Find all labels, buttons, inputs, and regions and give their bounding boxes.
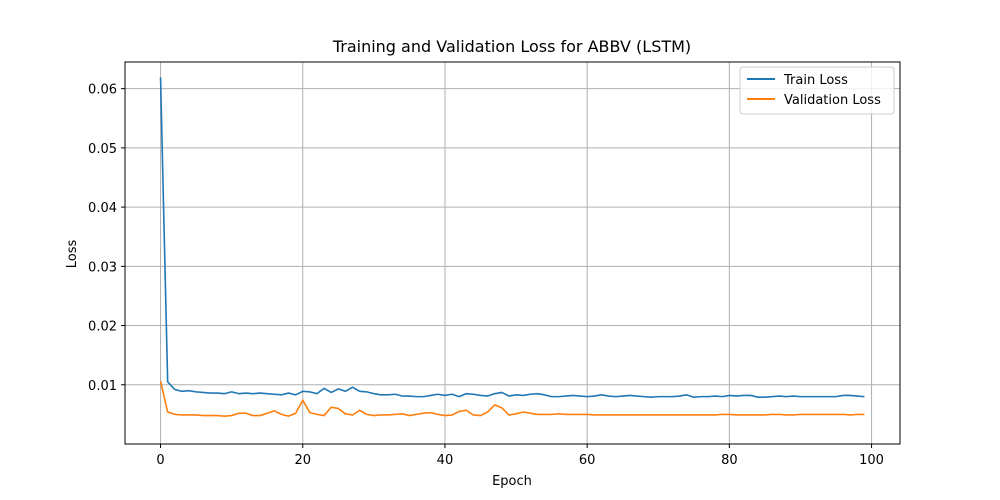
axis-ticks: 0 20 40 60 80 100 0.01 0.02 0.03 0.04 0.05 0.06 bbox=[88, 83, 884, 468]
y-tick-label: 0.04 bbox=[88, 201, 117, 216]
legend-validation-loss-label: Validation Loss bbox=[784, 93, 881, 108]
x-tick-label: 20 bbox=[294, 453, 311, 468]
grid bbox=[125, 62, 900, 444]
train-loss-line bbox=[159, 77, 865, 399]
x-tick-label: 100 bbox=[859, 453, 884, 468]
y-tick-label: 0.06 bbox=[88, 83, 117, 98]
chart-title: Training and Validation Loss for ABBV (L… bbox=[332, 37, 691, 56]
x-tick-label: 80 bbox=[721, 453, 738, 468]
series-lines bbox=[159, 77, 865, 417]
plot-frame bbox=[124, 61, 901, 445]
x-tick-label: 60 bbox=[579, 453, 596, 468]
legend-train-loss-label: Train Loss bbox=[783, 73, 848, 88]
x-tick-label: 40 bbox=[437, 453, 454, 468]
y-axis-label: Loss bbox=[65, 240, 80, 269]
y-tick-label: 0.03 bbox=[88, 260, 117, 275]
x-axis-label: Epoch bbox=[492, 474, 532, 489]
validation-loss-line bbox=[159, 381, 865, 417]
legend-box bbox=[739, 66, 895, 115]
y-tick-label: 0.05 bbox=[88, 142, 117, 157]
x-tick-label: 0 bbox=[156, 453, 164, 468]
y-tick-label: 0.01 bbox=[88, 379, 117, 394]
y-tick-label: 0.02 bbox=[88, 320, 117, 335]
legend: Train Loss Validation Loss bbox=[739, 66, 895, 115]
